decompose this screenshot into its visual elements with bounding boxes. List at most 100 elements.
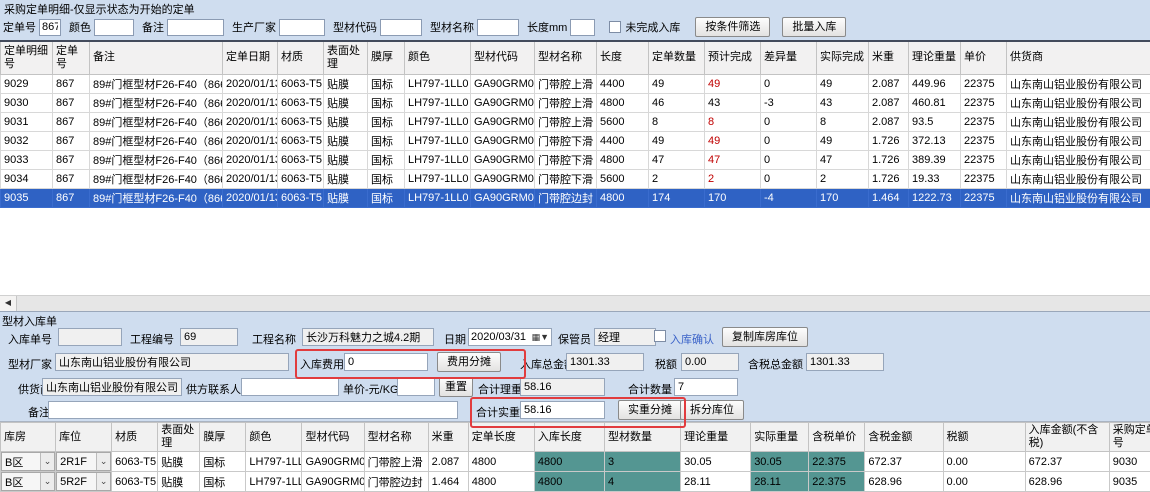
cell[interactable]: 867 <box>52 74 90 94</box>
scroll-left-icon[interactable]: ◀ <box>0 296 17 311</box>
cell[interactable]: 372.13 <box>908 131 961 151</box>
column-header[interactable]: 定单日期 <box>222 42 278 75</box>
cell[interactable]: 贴膜 <box>323 188 368 208</box>
column-header[interactable]: 含税金额 <box>864 422 944 452</box>
column-header[interactable]: 表面处理 <box>323 42 368 75</box>
fee-share-button[interactable]: 费用分摊 <box>437 352 501 372</box>
cell[interactable]: LH797-1LL0 <box>404 93 471 113</box>
column-header[interactable]: 米重 <box>868 42 909 75</box>
cell[interactable]: -4 <box>760 188 817 208</box>
cell[interactable]: 867 <box>52 169 90 189</box>
chevron-down-icon[interactable]: ⌄ <box>40 453 55 470</box>
cell[interactable]: 22375 <box>960 150 1007 170</box>
cell[interactable]: 6063-T5 <box>111 471 159 492</box>
cell[interactable]: 贴膜 <box>323 169 368 189</box>
copy-location-button[interactable]: 复制库房库位 <box>722 327 808 347</box>
cell[interactable]: GA90GRM03 <box>470 112 535 132</box>
supplier-field[interactable] <box>42 378 182 396</box>
cell[interactable]: 8 <box>704 112 761 132</box>
cell[interactable]: 4 <box>603 471 682 492</box>
cell[interactable]: 9029 <box>0 74 53 94</box>
table-row[interactable]: 903186789#门框型材F26-F40（866+867）2020/01/13… <box>0 112 1150 132</box>
tax-total-field[interactable] <box>806 353 884 371</box>
cell[interactable]: 国标 <box>367 188 405 208</box>
cell[interactable]: 2020/01/13 <box>222 112 278 132</box>
table-row[interactable]: B区⌄5R2F⌄6063-T5贴膜国标LH797-1LL0GA90GRM05门带… <box>0 471 1150 492</box>
cell[interactable]: 49 <box>816 131 869 151</box>
cell[interactable]: 49 <box>704 131 761 151</box>
cell[interactable]: 9032 <box>0 131 53 151</box>
actual-weight-field[interactable] <box>520 401 605 419</box>
cell[interactable]: 2020/01/13 <box>222 93 278 113</box>
cell[interactable]: 6063-T5 <box>277 169 324 189</box>
cell[interactable]: GA90GRM04 <box>470 131 535 151</box>
tax-field[interactable] <box>681 353 739 371</box>
cell[interactable]: 5R2F ⌄ <box>55 471 113 492</box>
color-input[interactable] <box>94 18 134 36</box>
column-header[interactable]: 颜色 <box>245 422 303 452</box>
cell[interactable]: 6063-T5 <box>277 188 324 208</box>
calendar-dropdown-icon[interactable]: ▦▼ <box>531 331 549 342</box>
manufacturer-input[interactable] <box>279 18 325 36</box>
remark-input[interactable] <box>167 18 224 36</box>
cell[interactable]: 2R1F ⌄ <box>55 451 113 472</box>
cell[interactable]: 30.05 <box>750 451 810 472</box>
cell[interactable]: GA90GRM03 <box>470 74 535 94</box>
cell[interactable]: LH797-1LL0 <box>404 112 471 132</box>
cell[interactable]: 国标 <box>367 112 405 132</box>
cell[interactable]: LH797-1LL0 <box>404 188 471 208</box>
cell[interactable]: LH797-1LL0 <box>245 471 303 492</box>
cell[interactable]: GA90GRM05 <box>301 471 365 492</box>
cell[interactable]: 1.726 <box>868 150 909 170</box>
cell[interactable]: 6063-T5 <box>277 150 324 170</box>
order-no-input[interactable] <box>39 18 61 36</box>
keeper-field[interactable] <box>594 328 656 346</box>
cell[interactable]: 22.375 <box>808 471 866 492</box>
cell[interactable]: 2020/01/13 <box>222 74 278 94</box>
cell[interactable]: 43 <box>704 93 761 113</box>
filter-by-condition-button[interactable]: 按条件筛选 <box>695 17 771 37</box>
batch-inbound-button[interactable]: 批量入库 <box>782 17 847 37</box>
cell[interactable]: 0 <box>760 169 817 189</box>
cell[interactable]: 0 <box>760 74 817 94</box>
column-header[interactable]: 含税单价 <box>808 422 866 452</box>
cell[interactable]: 628.96 <box>864 471 944 492</box>
cell[interactable]: 2 <box>704 169 761 189</box>
remark-field[interactable] <box>48 401 458 419</box>
cell[interactable]: 贴膜 <box>323 93 368 113</box>
column-header[interactable]: 定单长度 <box>467 422 535 452</box>
cell[interactable]: 门带腔边封 <box>534 188 597 208</box>
cell[interactable]: 9034 <box>0 169 53 189</box>
cell[interactable]: 9033 <box>0 150 53 170</box>
cell[interactable]: 4800 <box>596 188 649 208</box>
cell[interactable]: 47 <box>648 150 705 170</box>
cell[interactable]: 国标 <box>367 169 405 189</box>
cell[interactable]: LH797-1LL0 <box>404 131 471 151</box>
column-header[interactable]: 税额 <box>942 422 1026 452</box>
column-header[interactable]: 实际完成 <box>816 42 869 75</box>
cell[interactable]: 867 <box>52 131 90 151</box>
column-header[interactable]: 理论重量 <box>680 422 752 452</box>
cell[interactable]: 170 <box>816 188 869 208</box>
cell[interactable]: 4800 <box>596 150 649 170</box>
cell[interactable]: 8 <box>816 112 869 132</box>
column-header[interactable]: 单价 <box>960 42 1007 75</box>
cell[interactable]: 门带腔下滑 <box>534 131 597 151</box>
cell[interactable]: 0 <box>760 112 817 132</box>
column-header[interactable]: 型材代码 <box>470 42 535 75</box>
chevron-down-icon[interactable]: ⌄ <box>96 453 111 470</box>
cell[interactable]: 0.00 <box>942 451 1026 472</box>
cell[interactable]: -3 <box>760 93 817 113</box>
column-header[interactable]: 定单数量 <box>648 42 705 75</box>
cell[interactable]: 4800 <box>467 471 535 492</box>
cell[interactable]: 山东南山铝业股份有限公司 <box>1006 93 1150 113</box>
cell[interactable]: 28.11 <box>750 471 810 492</box>
cell[interactable]: 0 <box>760 150 817 170</box>
cell[interactable]: 2.087 <box>868 74 909 94</box>
cell[interactable]: 49 <box>648 131 705 151</box>
cell[interactable]: 22375 <box>960 93 1007 113</box>
cell[interactable]: 28.11 <box>680 471 752 492</box>
cell[interactable]: 174 <box>648 188 705 208</box>
table-row[interactable]: 903386789#门框型材F26-F40（866+867）2020/01/13… <box>0 150 1150 170</box>
cell[interactable]: GA90GRM04 <box>470 150 535 170</box>
